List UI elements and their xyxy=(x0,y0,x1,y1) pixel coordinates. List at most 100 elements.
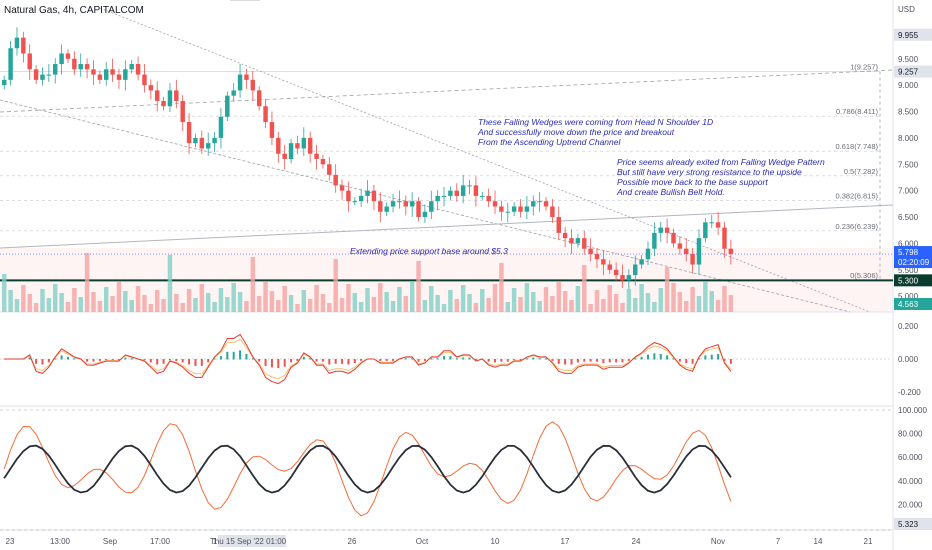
macd-histogram-bar xyxy=(717,353,720,360)
macd-tick-label: -0.200 xyxy=(898,388,921,397)
volume-bar xyxy=(575,286,581,312)
time-tick-label: 23 xyxy=(6,537,15,546)
macd-histogram-bar xyxy=(60,355,63,360)
macd-histogram-bar xyxy=(494,359,497,363)
volume-bar xyxy=(301,290,307,312)
volume-bar xyxy=(205,293,211,312)
volume-bar xyxy=(358,302,364,312)
macd-histogram-bar xyxy=(551,359,554,361)
time-tick-label: 7 xyxy=(776,537,781,546)
candle-body xyxy=(2,79,7,86)
volume-bar xyxy=(282,286,287,312)
volume-bar xyxy=(460,285,466,312)
stoch-tick-label: 40.000 xyxy=(898,477,923,486)
volume-bar xyxy=(129,300,134,312)
candle-body xyxy=(601,259,606,265)
candle-body xyxy=(314,153,319,159)
volume-bar xyxy=(562,291,568,312)
stoch-k-line xyxy=(3,421,732,517)
volume-bar xyxy=(531,292,536,312)
macd-histogram-bar xyxy=(232,351,235,360)
time-tick-label: Sep xyxy=(103,537,118,546)
currency-label: USD xyxy=(898,5,915,14)
candle-body xyxy=(103,69,109,80)
volume-bar xyxy=(422,300,428,312)
candle-body xyxy=(728,248,734,254)
volume-bar xyxy=(626,289,632,312)
macd-histogram-bar xyxy=(92,359,95,362)
volume-bar xyxy=(40,289,45,312)
time-tick-label: 10 xyxy=(491,537,500,546)
fib-level-label: 0.786(8.411) xyxy=(836,107,878,116)
macd-histogram-bar xyxy=(404,358,407,360)
macd-histogram-bar xyxy=(685,359,688,364)
volume-bar xyxy=(677,292,683,312)
candle-body xyxy=(633,264,638,276)
candle-body xyxy=(174,90,179,101)
volume-bar xyxy=(588,304,593,312)
volume-bar xyxy=(8,290,13,312)
macd-histogram-bar xyxy=(321,359,324,362)
macd-histogram-bar xyxy=(697,358,700,360)
volume-bar xyxy=(33,303,39,312)
macd-histogram-bar xyxy=(111,359,114,361)
fib-level-label: 0.382(6.815) xyxy=(835,191,878,200)
macd-histogram-bar xyxy=(124,357,127,360)
macd-histogram-bar xyxy=(532,357,535,360)
price-tick-label: 5.500 xyxy=(898,266,919,275)
volume-bar xyxy=(103,287,109,312)
candle-body xyxy=(505,211,511,213)
volume-bar xyxy=(403,296,409,312)
annotation-text: And create Bullish Belt Hold. xyxy=(616,187,725,197)
channel-mid-line xyxy=(0,69,894,113)
volume-bar xyxy=(645,293,651,312)
macd-histogram-bar xyxy=(270,359,273,368)
volume-bar xyxy=(671,283,676,312)
macd-histogram-bar xyxy=(245,353,248,360)
time-tick-label: 26 xyxy=(348,537,357,546)
candle-body xyxy=(135,64,141,75)
macd-histogram-bar xyxy=(423,359,426,361)
candle-body xyxy=(339,185,345,191)
volume-bar xyxy=(174,294,179,312)
macd-histogram-bar xyxy=(583,359,586,362)
price-tick-label: 9.500 xyxy=(898,55,919,64)
macd-histogram-bar xyxy=(130,358,133,360)
time-tick-label: 21 xyxy=(864,537,873,546)
candle-body xyxy=(358,195,364,202)
candle-body xyxy=(384,206,389,212)
stoch-tick-label: 100.000 xyxy=(898,406,927,415)
time-tick-label: Nov xyxy=(711,537,725,546)
candle-body xyxy=(448,190,453,196)
fib-level-label: 0(5.306) xyxy=(850,271,878,280)
macd-histogram-bar xyxy=(213,358,216,360)
annotation-text: But still have very strong resistance to… xyxy=(617,167,802,177)
volume-bar xyxy=(607,285,612,312)
candle-body xyxy=(658,227,663,233)
candle-body xyxy=(537,201,542,203)
volume-bar xyxy=(518,297,523,312)
candle-body xyxy=(110,69,115,75)
macd-histogram-bar xyxy=(411,358,414,360)
volume-bar xyxy=(480,289,485,312)
macd-histogram-bar xyxy=(417,359,420,362)
candle-body xyxy=(250,79,256,91)
macd-histogram-bar xyxy=(443,356,446,360)
candle-body xyxy=(556,217,561,233)
macd-histogram-bar xyxy=(143,359,146,361)
macd-histogram-bar xyxy=(175,359,178,361)
volume-bar xyxy=(65,302,71,312)
volume-bar xyxy=(218,288,224,312)
macd-histogram-bar xyxy=(207,359,210,363)
volume-bar xyxy=(288,295,294,312)
candle-body xyxy=(327,164,332,175)
candle-body xyxy=(116,74,122,80)
volume-bar xyxy=(78,297,83,312)
candle-body xyxy=(684,248,689,254)
volume-bar xyxy=(537,301,542,312)
candle-body xyxy=(14,37,20,49)
volume-bar xyxy=(684,301,689,312)
candle-body xyxy=(333,174,338,186)
volume-bar xyxy=(167,255,173,312)
